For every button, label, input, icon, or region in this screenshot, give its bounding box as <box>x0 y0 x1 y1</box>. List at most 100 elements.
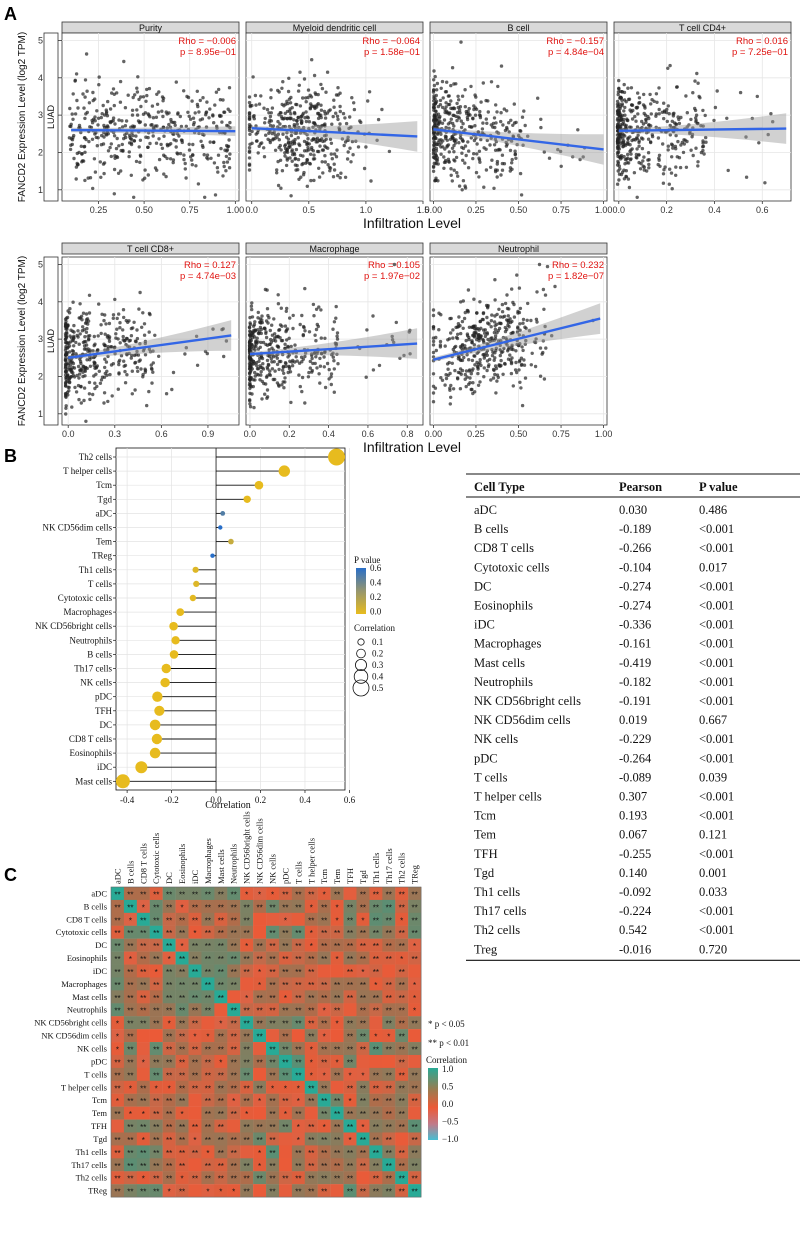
data-point <box>490 353 495 358</box>
data-point <box>329 375 333 379</box>
data-point <box>469 84 473 89</box>
significance-mark: ** <box>321 1175 327 1184</box>
table-row: T helper cells 0.307 <0.001 <box>474 790 734 804</box>
heatmap-col-label: NK cells <box>268 854 278 884</box>
data-point <box>471 381 475 385</box>
data-point <box>657 86 661 90</box>
data-point <box>89 125 94 130</box>
data-point <box>432 99 436 103</box>
data-point <box>269 88 273 92</box>
data-point <box>299 118 303 122</box>
data-point <box>85 89 89 93</box>
data-point <box>63 412 68 416</box>
significance-mark: ** <box>360 1162 366 1171</box>
data-point <box>503 361 507 366</box>
data-point <box>182 153 186 157</box>
data-point <box>474 95 478 99</box>
significance-mark: * <box>142 1110 145 1119</box>
data-point <box>458 367 463 371</box>
data-point <box>102 318 106 323</box>
significance-mark: ** <box>321 994 327 1003</box>
significance-mark: ** <box>179 1046 185 1055</box>
legend-corr-tick: 0.3 <box>372 660 384 670</box>
regression-line <box>71 128 236 133</box>
data-point <box>466 140 470 144</box>
heatmap-colorbar <box>428 1068 438 1140</box>
heatmap-cell <box>343 887 357 901</box>
heatmap-col-label: iDC <box>190 870 200 885</box>
data-point <box>85 110 90 115</box>
data-point <box>85 358 89 362</box>
data-point <box>637 144 641 148</box>
data-point <box>441 96 445 100</box>
significance-mark: * <box>336 1058 339 1067</box>
significance-mark: ** <box>205 1123 211 1132</box>
data-point <box>214 90 219 94</box>
data-point <box>112 167 117 172</box>
data-point <box>458 111 462 115</box>
data-point <box>431 313 436 318</box>
data-point <box>133 93 137 97</box>
heatmap-row-label: T helper cells <box>61 1082 107 1092</box>
data-point <box>257 144 261 148</box>
data-point <box>75 333 79 338</box>
data-point <box>640 146 645 151</box>
significance-mark: ** <box>140 929 146 938</box>
data-point <box>507 121 511 125</box>
data-point <box>654 114 658 118</box>
data-point <box>123 124 128 128</box>
data-point <box>99 331 103 336</box>
data-point <box>626 137 630 141</box>
data-point <box>150 381 154 385</box>
data-point <box>518 171 523 176</box>
data-point <box>629 148 633 152</box>
data-point <box>456 322 461 326</box>
data-point <box>493 125 497 130</box>
significance-mark: ** <box>308 890 314 899</box>
data-point <box>78 357 82 361</box>
x-tick-label: 0.25 <box>90 205 108 215</box>
data-point <box>696 164 700 168</box>
significance-mark: * <box>155 968 158 977</box>
data-point <box>474 170 479 175</box>
data-point <box>84 330 89 334</box>
data-point <box>444 90 449 94</box>
heatmap-cell <box>111 1119 125 1133</box>
data-point <box>490 158 494 162</box>
data-point <box>162 134 166 138</box>
data-point <box>310 370 314 374</box>
data-point <box>318 356 322 361</box>
x-tick-label: 0.2 <box>255 795 266 805</box>
data-point <box>447 112 451 116</box>
significance-mark: * <box>232 1097 235 1106</box>
data-point <box>176 112 180 116</box>
data-point <box>630 117 635 121</box>
data-point <box>437 121 442 125</box>
data-point <box>253 348 257 352</box>
data-point <box>137 145 141 149</box>
significance-mark: ** <box>153 1020 159 1029</box>
data-point <box>63 384 68 388</box>
table-cell: <0.001 <box>699 923 734 937</box>
data-point <box>467 149 471 153</box>
heatmap-row-label: Th1 cells <box>76 1147 107 1157</box>
data-point <box>191 116 196 120</box>
data-point <box>626 156 630 160</box>
data-point <box>431 152 436 156</box>
lollipop-dot <box>154 705 165 716</box>
significance-mark: ** <box>179 1084 185 1093</box>
table-cell: 0.486 <box>699 503 727 517</box>
data-point <box>97 75 101 79</box>
data-point <box>118 321 122 325</box>
facet-title: T cell CD4+ <box>679 23 726 33</box>
data-point <box>251 324 256 328</box>
significance-mark: * <box>258 1149 261 1158</box>
data-point <box>525 318 529 322</box>
category-label: aDC <box>96 508 113 518</box>
x-tick-label: 1.00 <box>227 205 245 215</box>
data-point <box>440 79 445 84</box>
significance-mark: ** <box>282 1007 288 1016</box>
data-point <box>440 121 445 126</box>
